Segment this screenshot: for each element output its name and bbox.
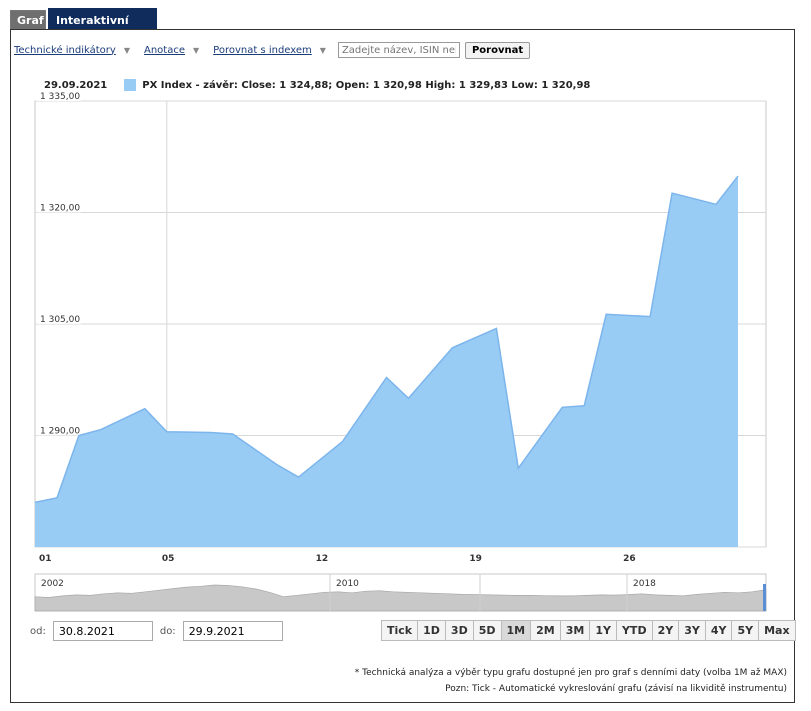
note-technical-analysis: * Technická analýza a výběr typu grafu d… (354, 668, 787, 678)
annotations-menu[interactable]: Anotace (144, 44, 185, 56)
data-point[interactable]: 15.9. 1295 (406, 396, 411, 401)
ytick-bg (37, 202, 81, 213)
chevron-down-icon[interactable]: ▼ (193, 45, 200, 55)
zoom-btn-1y[interactable]: 1Y (589, 620, 617, 641)
data-point[interactable]: 23.9. 1306.3 (604, 312, 609, 317)
zoom-btn-1d[interactable]: 1D (417, 620, 446, 641)
ytick-label: 1 320,00 (40, 204, 80, 214)
ytick-label: 1 290,00 (40, 427, 80, 437)
to-label: do: (159, 625, 176, 637)
to-date-input[interactable] (182, 621, 283, 641)
navigator-year-label: 2002 (41, 579, 64, 589)
data-point[interactable]: 22.9. 1294 (582, 403, 587, 408)
zoom-btn-5y[interactable]: 5Y (731, 620, 760, 641)
zoom-btn-5d[interactable]: 5D (472, 620, 502, 641)
data-point[interactable]: 28.9. 1321.1 (714, 202, 719, 207)
zoom-btn-3d[interactable]: 3D (444, 620, 474, 641)
series-line (34, 175, 739, 504)
chart-legend: 29.09.2021 PX Index - závěr: Close: 1 32… (44, 78, 590, 92)
zoom-btn-max[interactable]: Max (758, 620, 796, 641)
ytick-bg (37, 91, 81, 101)
xtick-label: 12 (316, 554, 329, 564)
data-point[interactable]: 14.9. 1297.8 (384, 375, 389, 380)
zoom-btn-2y[interactable]: 2Y (651, 620, 680, 641)
xtick-label: 19 (469, 554, 482, 564)
zoom-btn-2m[interactable]: 2M (530, 620, 561, 641)
zoom-btn-3y[interactable]: 3Y (678, 620, 706, 641)
data-point[interactable]: 30.8. 1281 (33, 500, 38, 505)
zoom-btn-3m[interactable]: 3M (559, 620, 591, 641)
note-tick: Pozn: Tick - Automatické vykreslování gr… (445, 684, 787, 694)
data-point[interactable]: 21.9. 1293.8 (560, 405, 565, 410)
tab-graf[interactable]: Graf (10, 10, 46, 30)
data-point[interactable]: 20.9. 1285.6 (516, 466, 521, 471)
data-point[interactable]: 13.9. 1289.2 (340, 439, 345, 444)
data-point[interactable]: 16.9. 1301.8 (450, 345, 455, 350)
navigator-year-label: 2018 (633, 579, 656, 589)
navigator-year-label: 2010 (336, 579, 359, 589)
legend-swatch (124, 79, 137, 91)
data-point[interactable]: 9.9. 1286.1 (274, 462, 279, 467)
data-point[interactable]: 3.9. 1293.6 (142, 406, 147, 411)
xtick-label: 01 (39, 554, 52, 564)
xtick-label: 26 (623, 554, 636, 564)
data-point[interactable]: 10.9. 1284.4 (296, 475, 301, 480)
ytick-label: 1 335,00 (40, 92, 80, 102)
zoom-btn-1m[interactable]: 1M (500, 620, 532, 641)
data-point[interactable]: 31.8. 1281.6 (54, 495, 59, 500)
legend-date: 29.09.2021 (44, 79, 108, 91)
zoom-btn-tick[interactable]: Tick (381, 620, 419, 641)
legend-text: PX Index - závěr: Close: 1 324,88; Open:… (142, 79, 591, 91)
navigator-area (34, 584, 767, 612)
ytick-bg (37, 314, 81, 324)
compare-index-menu[interactable]: Porovnat s indexem (213, 44, 312, 56)
zoom-btn-4y[interactable]: 4Y (704, 620, 733, 641)
ytick-bg (37, 425, 81, 436)
data-point[interactable]: 17.9. 1304.4 (494, 326, 499, 331)
series-area (35, 176, 738, 547)
chevron-down-icon[interactable]: ▼ (319, 45, 326, 55)
zoom-buttons: Tick 1D 3D 5D 1M 2M 3M 1Y YTD 2Y 3Y 4Y 5Y Max (381, 620, 796, 641)
compare-button[interactable]: Porovnat (464, 41, 531, 59)
compare-search-input[interactable] (337, 42, 460, 58)
indicators-menu[interactable]: Technické indikátory (14, 44, 116, 56)
ytick-label: 1 305,00 (40, 315, 80, 325)
data-point[interactable]: 24.9. 1306 (648, 314, 653, 319)
navigator-handle[interactable] (763, 584, 766, 611)
xtick-label: 05 (162, 554, 175, 564)
zoom-btn-ytd[interactable]: YTD (615, 620, 653, 641)
data-point[interactable]: 27.9. 1322.6 (670, 191, 675, 196)
chevron-down-icon[interactable]: ▼ (123, 45, 130, 55)
from-label: od: (30, 625, 46, 637)
from-date-input[interactable] (52, 621, 153, 641)
chart-toolbar: Technické indikátory ▼ Anotace ▼ Porovna… (14, 40, 531, 60)
date-range: od: do: (30, 620, 283, 642)
